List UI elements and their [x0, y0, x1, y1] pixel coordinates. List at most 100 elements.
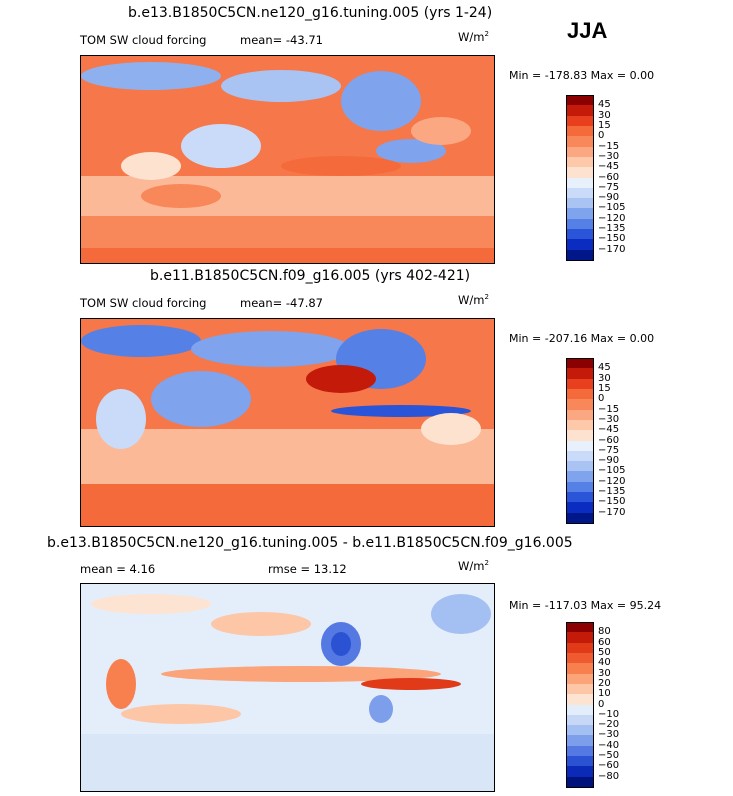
colorbar-swatch [566, 450, 594, 462]
colorbar-swatch [566, 229, 594, 240]
panel1-colorbar: 45 30 15 0 −15 −30 −45 −60 −75 −90 −105 −120 −135 −15… [566, 95, 626, 261]
colorbar-tick-label: 50 [598, 646, 611, 658]
panel2-colorbar: 45 30 15 0 −15 −30 −45 −60 −75 −90 −105 −120 −135 −15… [566, 358, 626, 524]
colorbar-swatch [566, 461, 594, 472]
colorbar-swatch [566, 502, 594, 514]
panel2-title: b.e11.B1850C5CN.f09_g16.005 (yrs 402-421… [150, 268, 471, 284]
colorbar-tick-label: 20 [598, 677, 611, 689]
panel3-map [80, 583, 495, 792]
panel2-variable: TOM SW cloud forcing [80, 296, 207, 310]
colorbar-tick-label: −75 [598, 181, 620, 193]
colorbar-swatch [566, 115, 594, 127]
panel2-units: W/m2 [458, 293, 489, 307]
colorbar-swatch [566, 481, 594, 493]
colorbar-tick-label: −40 [598, 739, 620, 751]
colorbar-tick-label: −45 [598, 424, 620, 436]
panel3-title: b.e13.B1850C5CN.ne120_g16.tuning.005 - b… [47, 535, 573, 551]
colorbar-tick-label: −60 [598, 434, 620, 446]
units-base: W/m [458, 293, 485, 307]
colorbar-swatch [566, 388, 594, 400]
panel1-title: b.e13.B1850C5CN.ne120_g16.tuning.005 (yr… [128, 5, 493, 21]
colorbar-swatch [566, 673, 594, 685]
colorbar-tick-label: 60 [598, 636, 611, 648]
panel2-map-field [81, 319, 494, 526]
colorbar-swatch [566, 632, 594, 644]
colorbar-tick-label: −135 [598, 486, 626, 498]
colorbar-swatch [566, 399, 594, 411]
colorbar-swatch [566, 683, 594, 695]
colorbar-swatch [566, 208, 594, 220]
colorbar-swatch [566, 156, 594, 168]
panel1-mean: mean= -43.71 [240, 33, 323, 47]
colorbar-tick-label: −170 [598, 243, 626, 255]
colorbar-tick-label: −105 [598, 202, 626, 214]
panel3-colorbar: 80 60 50 40 30 20 10 0 −10 −20 −30 −40 −50 −60 −80 [566, 622, 626, 788]
colorbar-swatch [566, 136, 594, 148]
colorbar-tick-label: −15 [598, 403, 620, 415]
colorbar-swatch [566, 430, 594, 441]
colorbar-tick-label: −20 [598, 719, 620, 731]
colorbar-swatch [566, 440, 594, 452]
colorbar-swatch [566, 409, 594, 421]
colorbar-tick-label: 30 [598, 667, 611, 679]
panel2-minmax: Min = -207.16 Max = 0.00 [509, 332, 655, 345]
colorbar-tick-label: −15 [598, 140, 620, 152]
colorbar-tick-label: 0 [598, 393, 605, 405]
season-label: JJA [567, 18, 608, 43]
colorbar-swatch [566, 187, 594, 199]
colorbar-swatch [566, 725, 594, 736]
colorbar-swatch [566, 471, 594, 483]
colorbar-tick-label: 80 [598, 626, 611, 638]
colorbar-tick-label: 15 [598, 119, 611, 131]
colorbar-tick-label: 45 [598, 362, 611, 374]
colorbar-tick-label: 40 [598, 657, 611, 669]
colorbar-swatch [566, 198, 594, 209]
colorbar-swatch [566, 492, 594, 503]
colorbar-swatch [566, 378, 594, 390]
colorbar-tick-label: −30 [598, 150, 620, 162]
colorbar-swatch [566, 745, 594, 757]
colorbar-tick-label: −30 [598, 729, 620, 741]
colorbar-tick-label: −105 [598, 465, 626, 477]
panel2-map [80, 318, 495, 527]
colorbar-tick-label: −90 [598, 455, 620, 467]
colorbar-swatch [566, 512, 594, 524]
units-exp: 2 [484, 30, 489, 39]
panel3-map-field [81, 584, 494, 791]
colorbar-tick-label: −90 [598, 192, 620, 204]
colorbar-swatch [566, 249, 594, 261]
colorbar-swatch [566, 95, 594, 106]
colorbar-tick-label: −10 [598, 708, 620, 720]
panel3-rmse: rmse = 13.12 [268, 562, 347, 576]
colorbar-swatch [566, 704, 594, 716]
colorbar-swatch [566, 239, 594, 251]
colorbar-swatch [566, 776, 594, 788]
colorbar-swatch [566, 663, 594, 675]
colorbar-swatch [566, 358, 594, 369]
panel3-minmax: Min = -117.03 Max = 95.24 [509, 599, 662, 612]
colorbar-swatch [566, 146, 594, 158]
panel1-map [80, 55, 495, 264]
colorbar-swatch [566, 766, 594, 778]
panel1-units: W/m2 [458, 30, 489, 44]
units-exp: 2 [484, 293, 489, 302]
colorbar-tick-label: −120 [598, 475, 626, 487]
colorbar-tick-label: −120 [598, 212, 626, 224]
colorbar-tick-label: −60 [598, 760, 620, 772]
colorbar-tick-label: −45 [598, 161, 620, 173]
panel2-mean: mean= -47.87 [240, 296, 323, 310]
colorbar-tick-label: −150 [598, 496, 626, 508]
colorbar-swatch [566, 177, 594, 189]
panel1-minmax: Min = -178.83 Max = 0.00 [509, 69, 655, 82]
colorbar-tick-label: −75 [598, 444, 620, 456]
colorbar-tick-label: 15 [598, 382, 611, 394]
colorbar-swatch [566, 642, 594, 654]
colorbar-tick-label: −170 [598, 506, 626, 518]
colorbar-swatch [566, 622, 594, 633]
colorbar-tick-label: 10 [598, 688, 611, 700]
colorbar-tick-label: −135 [598, 223, 626, 235]
panel1-variable: TOM SW cloud forcing [80, 33, 207, 47]
colorbar-tick-label: 30 [598, 372, 611, 384]
colorbar-swatch [566, 218, 594, 230]
colorbar-swatch [566, 105, 594, 117]
